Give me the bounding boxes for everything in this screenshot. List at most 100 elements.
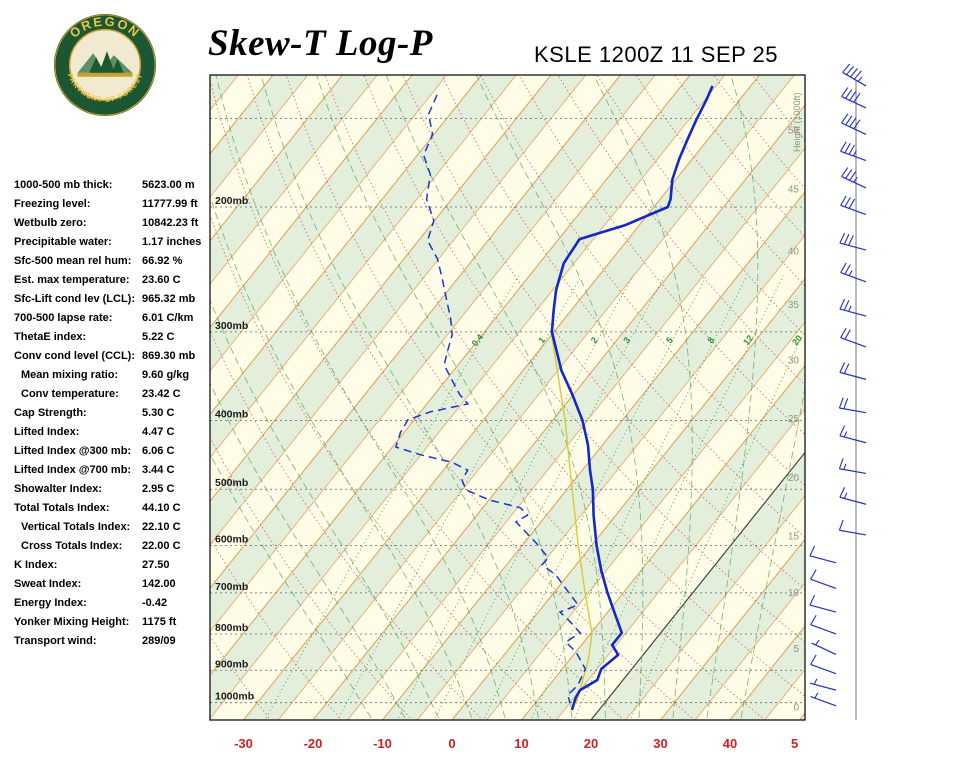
index-value: 5.22 C — [142, 331, 175, 343]
svg-text:12: 12 — [741, 333, 755, 347]
index-value: 289/09 — [142, 635, 176, 647]
logo-tree-icon — [111, 59, 124, 73]
index-row: Lifted Index: 4.47 C — [14, 426, 224, 445]
index-value: 1.17 inches — [142, 236, 202, 248]
index-row: K Index: 27.50 — [14, 559, 224, 578]
svg-text:3: 3 — [621, 335, 632, 345]
index-label: ThetaE index: — [14, 331, 87, 343]
pressure-lines: 200mb 300mb 400mb 500mb 600mb 700mb 800mb 900mb… — [210, 117, 805, 704]
index-label: Est. max temperature: — [14, 274, 130, 286]
index-row: Wetbulb zero: 10842.23 ft — [14, 217, 224, 236]
index-value: 965.32 mb — [142, 293, 196, 305]
dry-adiabats — [210, 75, 805, 719]
moist-adiabats — [210, 75, 805, 718]
index-label: 700-500 lapse rate: — [14, 312, 113, 324]
index-row: ThetaE index: 5.22 C — [14, 331, 224, 350]
index-value: 23.42 C — [142, 388, 181, 400]
index-row: Vertical Totals Index: 22.10 C — [14, 521, 224, 540]
index-row: Sfc-500 mean rel hum: 66.92 % — [14, 255, 224, 274]
pressure-label: 700mb — [215, 581, 248, 593]
logo-ground — [77, 72, 133, 77]
index-value: 44.10 C — [142, 502, 181, 514]
temperature-tick-label: -20 — [304, 736, 323, 751]
index-value: 10842.23 ft — [142, 217, 199, 229]
pressure-label: 1000mb — [215, 691, 254, 703]
index-label: Cap Strength: — [14, 407, 87, 419]
index-row: Showalter Index: 2.95 C — [14, 483, 224, 502]
odf-logo: OREGON DEPARTMENT OF FORESTRY — [52, 12, 157, 117]
page-title: Skew-T Log-P — [208, 23, 433, 64]
index-row: Cross Totals Index: 22.00 C — [14, 540, 224, 559]
index-label: 1000-500 mb thick: — [14, 179, 113, 191]
index-value: 6.06 C — [142, 445, 175, 457]
index-row: Conv cond level (CCL): 869.30 mb — [14, 350, 224, 369]
temperature-tick-label: 20 — [584, 736, 598, 751]
index-label: Lifted Index @300 mb: — [14, 445, 132, 457]
index-row: Freezing level: 11777.99 ft — [14, 198, 224, 217]
pressure-label: 600mb — [215, 533, 248, 545]
index-label: Showalter Index: — [14, 483, 103, 495]
temperature-tick-label: -10 — [373, 736, 392, 751]
index-value: 869.30 mb — [142, 350, 196, 362]
pressure-label: 200mb — [215, 195, 248, 207]
height-tick-label: 35 — [788, 300, 800, 311]
dewpoint-trace — [394, 94, 587, 704]
temperature-axis: -30 -20 -10 0 10 20 30 40 5 — [234, 736, 798, 751]
height-tick-label: 30 — [788, 355, 800, 366]
wind-barbs — [809, 63, 867, 720]
pressure-label: 800mb — [215, 622, 248, 634]
index-value: 11777.99 ft — [142, 198, 198, 210]
index-value: 22.10 C — [142, 521, 181, 533]
index-label: Lifted Index: — [14, 426, 80, 438]
index-label: Cross Totals Index: — [21, 540, 123, 552]
temperature-tick-label: 0 — [448, 736, 455, 751]
svg-text:1: 1 — [536, 335, 547, 345]
index-value: 1175 ft — [142, 616, 177, 628]
index-value: 3.44 C — [142, 464, 175, 476]
index-label: Wetbulb zero: — [14, 217, 87, 229]
highlight-isotherm — [590, 451, 805, 720]
svg-text:5: 5 — [664, 335, 675, 345]
parcel-trace — [550, 331, 593, 705]
index-row: Total Totals Index: 44.10 C — [14, 502, 224, 521]
index-label: K Index: — [14, 559, 58, 571]
temperature-tick-label: 30 — [653, 736, 667, 751]
height-tick-label: 25 — [788, 414, 800, 425]
svg-text:20: 20 — [790, 333, 804, 347]
index-value: 4.47 C — [142, 426, 175, 438]
index-label: Energy Index: — [14, 597, 87, 609]
index-value: 2.95 C — [142, 483, 175, 495]
pressure-label: 900mb — [215, 658, 248, 670]
height-axis-title: Height (1000ft) — [792, 92, 802, 152]
pressure-label: 300mb — [215, 320, 248, 332]
index-row: Lifted Index @300 mb: 6.06 C — [14, 445, 224, 464]
index-label: Lifted Index @700 mb: — [14, 464, 132, 476]
index-value: 5.30 C — [142, 407, 175, 419]
index-row: Yonker Mixing Height: 1175 ft — [14, 616, 224, 635]
height-tick-label: 10 — [788, 588, 800, 599]
index-label: Sfc-500 mean rel hum: — [14, 255, 132, 267]
index-row: 700-500 lapse rate: 6.01 C/km — [14, 312, 224, 331]
pressure-label: 400mb — [215, 408, 248, 420]
index-row: Est. max temperature: 23.60 C — [14, 274, 224, 293]
height-tick-label: 40 — [788, 246, 800, 257]
height-tick-label: 20 — [788, 473, 800, 484]
index-row: 1000-500 mb thick: 5623.00 m — [14, 179, 224, 198]
index-value: 22.00 C — [142, 540, 181, 552]
index-value: 27.50 — [142, 559, 170, 571]
index-row: Sfc-Lift cond lev (LCL): 965.32 mb — [14, 293, 224, 312]
index-label: Conv temperature: — [21, 388, 119, 400]
index-label: Mean mixing ratio: — [21, 369, 119, 381]
height-tick-label: 0 — [793, 702, 799, 713]
index-row: Energy Index: -0.42 — [14, 597, 224, 616]
index-value: 6.01 C/km — [142, 312, 194, 324]
temperature-tick-label: 5 — [791, 736, 798, 751]
pressure-label: 500mb — [215, 477, 248, 489]
temperature-tick-label: -30 — [234, 736, 253, 751]
index-row: Sweat Index: 142.00 — [14, 578, 224, 597]
index-label: Conv cond level (CCL): — [14, 350, 136, 362]
index-label: Freezing level: — [14, 198, 91, 210]
index-value: 23.60 C — [142, 274, 181, 286]
